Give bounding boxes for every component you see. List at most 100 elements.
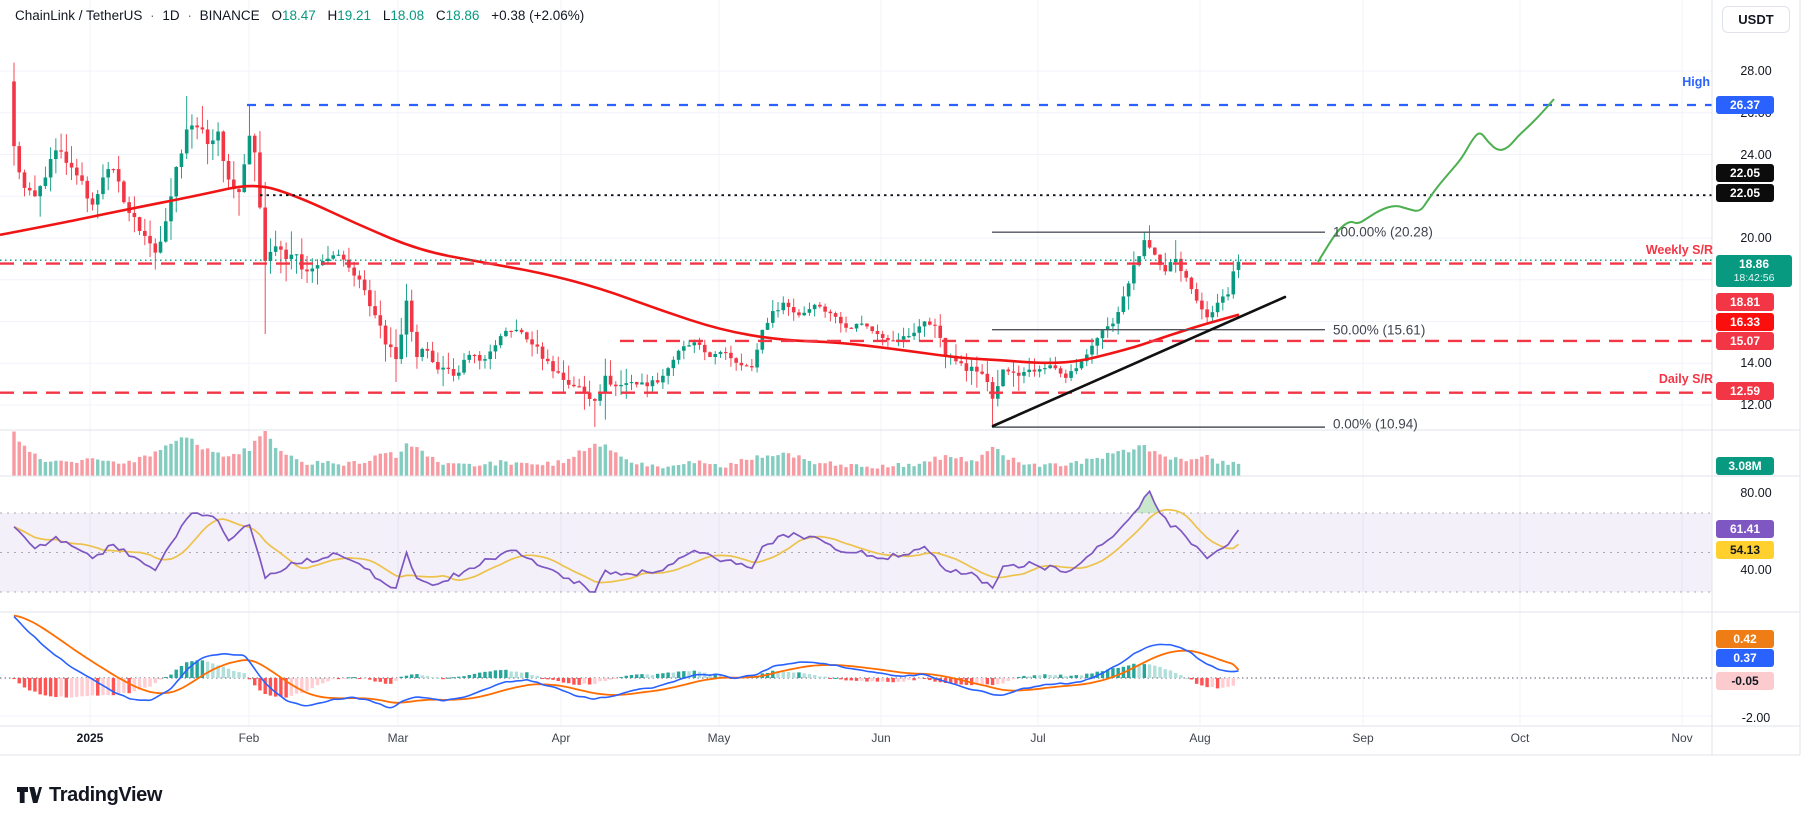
volume-bar [1027, 464, 1031, 476]
candle [1189, 277, 1194, 290]
trendline[interactable] [991, 295, 1287, 428]
candle [336, 254, 341, 256]
interval-label[interactable]: 1D [162, 8, 180, 23]
rsi-line[interactable] [13, 489, 1240, 593]
candle [368, 290, 372, 307]
weekly-sr-label[interactable]: Weekly S/R [1645, 243, 1713, 257]
high-line-label[interactable]: High [1682, 75, 1710, 89]
macd-histogram-bar [996, 678, 1000, 685]
macd-histogram-bar [132, 678, 137, 692]
time-axis-label[interactable]: Jul [1030, 731, 1046, 745]
time-axis-label[interactable]: Apr [551, 731, 571, 745]
time-axis-label[interactable]: Nov [1671, 731, 1693, 745]
macd-histogram-bar [954, 678, 958, 684]
candle [744, 365, 749, 367]
volume-bar [1168, 459, 1173, 476]
ma-line[interactable] [0, 184, 1240, 365]
time-axis-label[interactable]: Sep [1352, 731, 1374, 745]
volume-bar [723, 467, 728, 476]
macd-histogram-bar [1058, 674, 1063, 678]
candle [776, 310, 780, 312]
price-badge: 0.42 [1716, 630, 1774, 648]
volume-bar [1100, 458, 1105, 476]
volume-bar [828, 461, 833, 476]
candle [231, 179, 236, 190]
volume-bar [446, 463, 451, 476]
time-axis-label[interactable]: Feb [238, 731, 260, 745]
candle [718, 352, 723, 355]
candle [723, 352, 728, 354]
time-axis-label[interactable]: Jun [871, 731, 891, 745]
volume-bar [530, 464, 534, 476]
candle [823, 306, 827, 312]
volume-bar [383, 453, 388, 476]
candle [629, 382, 634, 384]
macd-histogram-bar [430, 677, 435, 679]
volume-bar [1116, 451, 1120, 476]
macd-histogram-bar [1153, 665, 1157, 678]
macd-line[interactable] [13, 616, 1239, 709]
macd-histogram-bar [43, 678, 48, 696]
macd-histogram-bar [624, 675, 628, 678]
symbol-name[interactable]: ChainLink / TetherUS [15, 8, 143, 23]
volume-bar [75, 462, 79, 476]
axis-tick-label: 28.00 [1740, 64, 1772, 78]
macd-histogram-bar [143, 678, 147, 688]
fib-50-label[interactable]: 50.00% (15.61) [1333, 322, 1426, 338]
macd-signal-line[interactable] [13, 614, 1240, 704]
close-value: 18.86 [445, 8, 480, 23]
volume-bar [415, 447, 419, 476]
macd-histogram-bar [1037, 675, 1042, 678]
volume-bar [96, 459, 100, 476]
candle [33, 190, 37, 197]
time-axis-label[interactable]: Aug [1189, 731, 1211, 745]
projection-curve[interactable] [1317, 98, 1555, 263]
volume-bar [263, 431, 267, 476]
macd-histogram-bar [1215, 678, 1220, 689]
time-axis-label[interactable]: Oct [1510, 731, 1530, 745]
candle [1205, 309, 1209, 318]
volume-bar [289, 455, 294, 476]
volume-bar [106, 460, 110, 476]
fib-100-label[interactable]: 100.00% (20.28) [1333, 224, 1433, 240]
candle [1022, 372, 1026, 376]
time-axis-label[interactable]: 2025 [76, 731, 104, 745]
volume-bar [718, 467, 723, 476]
candle [661, 375, 665, 383]
macd-histogram-bar [860, 678, 864, 681]
volume-bar [80, 460, 84, 476]
volume-bar [1221, 460, 1225, 476]
macd-histogram-bar [96, 678, 100, 696]
symbol-legend[interactable]: ChainLink / TetherUS · 1D · BINANCE O18.… [15, 8, 584, 23]
time-axis-label[interactable]: May [707, 731, 731, 745]
macd-histogram-bar [901, 678, 906, 682]
candle [504, 330, 508, 337]
macd-histogram-bar [985, 678, 990, 685]
volume-bar [394, 457, 398, 476]
volume-bar [22, 445, 27, 476]
macd-histogram-bar [922, 678, 927, 679]
currency-toggle-button[interactable]: USDT [1722, 6, 1790, 33]
rsi-ma-line[interactable] [13, 508, 1240, 584]
time-axis-label[interactable]: Mar [387, 731, 409, 745]
volume-bar [933, 456, 937, 476]
candle [1152, 247, 1157, 255]
tradingview-logo[interactable]: TradingView [16, 782, 162, 808]
volume-bar [880, 464, 885, 476]
candle [572, 384, 576, 387]
candle [331, 255, 336, 259]
daily-sr-label[interactable]: Daily S/R [1658, 372, 1713, 386]
macd-histogram-bar [258, 678, 262, 691]
fib-0-label[interactable]: 0.00% (10.94) [1333, 416, 1418, 432]
volume-bar [990, 446, 995, 476]
volume-bar [546, 461, 550, 476]
macd-histogram-bar [352, 677, 356, 679]
volume-bar [509, 464, 513, 476]
volume-bar [1205, 454, 1209, 476]
macd-histogram-bar [833, 677, 838, 679]
volume-bar [321, 462, 325, 476]
volume-bar [1189, 459, 1194, 476]
candle [1215, 302, 1220, 313]
